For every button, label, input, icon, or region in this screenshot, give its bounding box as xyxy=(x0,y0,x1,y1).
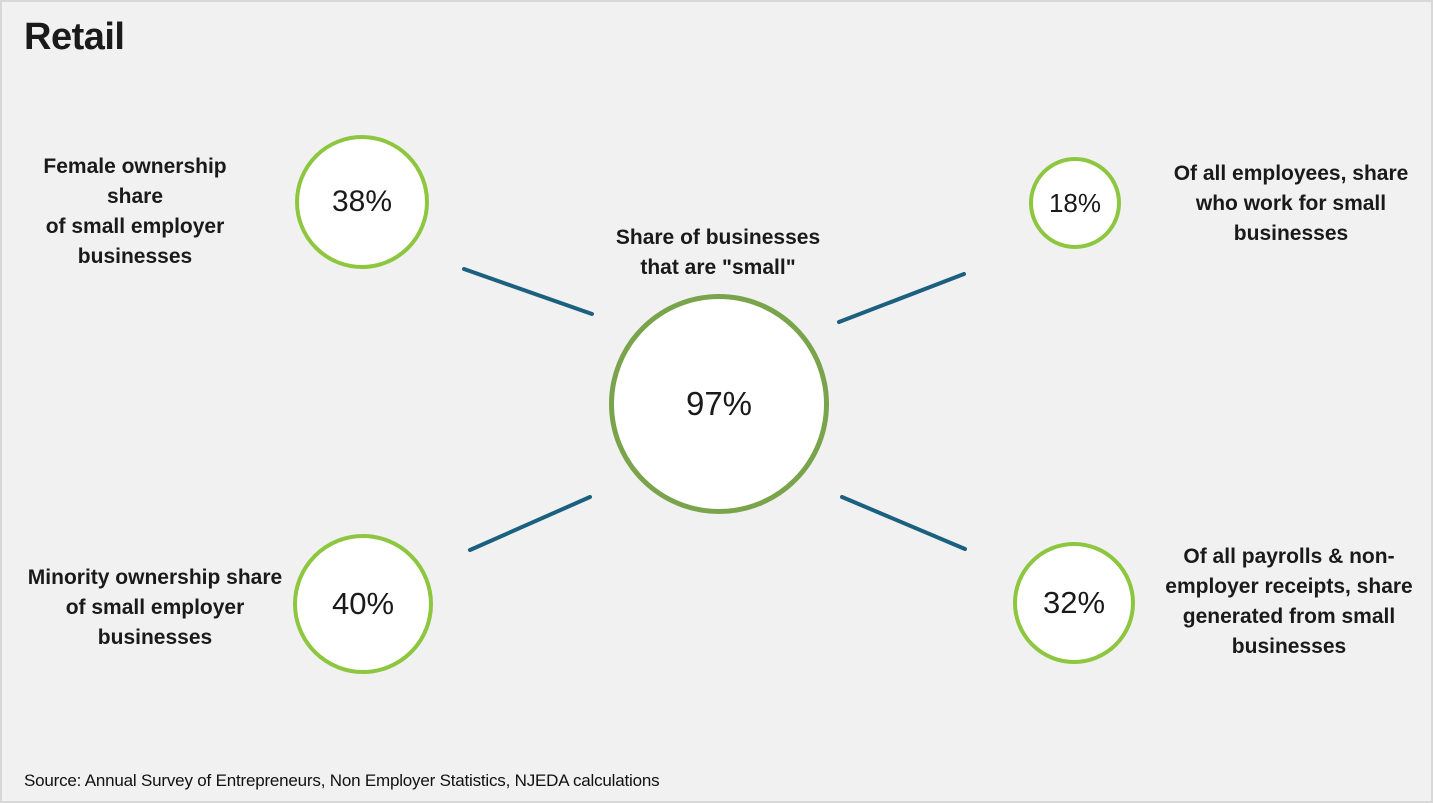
label-female-ownership: Female ownership share of small employer… xyxy=(43,155,227,268)
label-employee-share: Of all employees, share who work for sma… xyxy=(1173,162,1409,245)
stat-circle-minority-ownership: 40% xyxy=(293,534,433,674)
label-minority-ownership: Minority ownership share of small employ… xyxy=(27,566,283,649)
stat-circle-share-small-businesses: 97% xyxy=(609,294,829,514)
stat-circle-payroll-receipts-share: 32% xyxy=(1013,542,1135,664)
stat-value-minority-ownership: 40% xyxy=(331,586,395,621)
connector-line-bottom-left xyxy=(468,495,592,552)
stat-value-payroll-receipts-share: 32% xyxy=(1042,585,1106,620)
stat-value-share-small-businesses: 97% xyxy=(685,385,753,422)
stat-circle-employee-share: 18% xyxy=(1029,157,1121,249)
stat-value-employee-share: 18% xyxy=(1048,187,1102,218)
label-share-small-businesses: Share of businesses that are "small" xyxy=(615,226,821,279)
stat-value-female-ownership: 38% xyxy=(331,185,393,218)
source-note: Source: Annual Survey of Entrepreneurs, … xyxy=(24,771,660,790)
page-title: Retail xyxy=(24,16,125,58)
connector-line-bottom-right xyxy=(840,495,967,551)
stat-circle-female-ownership: 38% xyxy=(295,135,429,269)
label-payroll-receipts-share: Of all payrolls & non- employer receipts… xyxy=(1165,545,1413,658)
